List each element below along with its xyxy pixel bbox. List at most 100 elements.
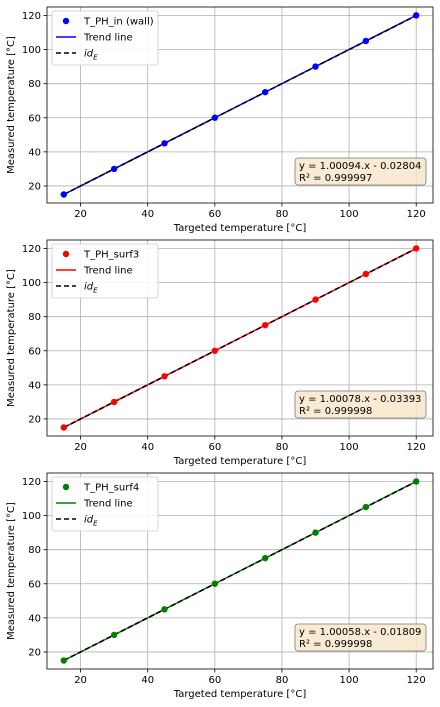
legend-box bbox=[51, 10, 159, 66]
data-point bbox=[161, 606, 168, 613]
y-tick-label: 40 bbox=[28, 147, 41, 158]
identity-line bbox=[63, 14, 417, 196]
y-tick-label: 100 bbox=[22, 511, 41, 522]
plot-frame bbox=[46, 6, 434, 204]
chart-panel-1: 20 40 60 80 100 120 20 40 60 80 100 120 Targeted tem… bbox=[6, 6, 434, 234]
legend-marker-points bbox=[62, 250, 70, 258]
data-point bbox=[413, 245, 420, 252]
y-tick-label: 80 bbox=[28, 312, 41, 323]
x-tick-label: 100 bbox=[340, 442, 359, 453]
y-tick-label: 20 bbox=[28, 414, 41, 425]
chart-panel-3: 20 40 60 80 100 120 20 40 60 80 100 120 Targeted tem… bbox=[6, 472, 434, 700]
data-point bbox=[362, 270, 370, 278]
x-tick-label: 60 bbox=[208, 442, 221, 453]
x-tick-label: 20 bbox=[74, 209, 87, 220]
legend-label-trend: Trend line bbox=[83, 499, 133, 510]
legend-marker-points bbox=[62, 483, 70, 491]
equation-box-bg bbox=[294, 157, 427, 186]
legend-label-trend: Trend line bbox=[83, 33, 133, 44]
data-point bbox=[161, 373, 168, 380]
identity-line bbox=[63, 247, 417, 429]
data-point bbox=[261, 88, 269, 96]
y-tick-label: 20 bbox=[28, 647, 41, 658]
data-point bbox=[110, 398, 118, 406]
x-tick-label: 20 bbox=[74, 442, 87, 453]
legend: T_PH_surf3 Trend line idE bbox=[51, 243, 159, 299]
legend-label-identity: idE bbox=[84, 282, 98, 295]
x-tick-label: 100 bbox=[340, 209, 359, 220]
r-squared-text: R² = 0.999997 bbox=[299, 173, 372, 184]
legend-label-identity-sub: E bbox=[93, 54, 98, 62]
legend-label-identity-main: id bbox=[84, 282, 94, 293]
data-point bbox=[211, 347, 219, 354]
x-tick-label: 20 bbox=[74, 675, 87, 686]
chart-panel-2: 20 40 60 80 100 120 20 40 60 80 100 120 Targeted tem… bbox=[6, 239, 434, 467]
data-point bbox=[261, 554, 269, 562]
x-axis-label: Targeted temperature [°C] bbox=[173, 456, 307, 467]
y-tick-label: 40 bbox=[28, 380, 41, 391]
y-axis-label: Measured temperature [°C] bbox=[6, 502, 17, 640]
data-point bbox=[261, 321, 269, 329]
legend: T_PH_in (wall) Trend line idE bbox=[51, 10, 159, 66]
data-point bbox=[362, 503, 370, 511]
x-tick-label: 120 bbox=[407, 209, 426, 220]
legend-label-identity-sub: E bbox=[93, 287, 98, 295]
legend-label-identity: idE bbox=[84, 515, 98, 528]
x-tick-label: 40 bbox=[141, 209, 154, 220]
y-tick-label: 80 bbox=[28, 545, 41, 556]
x-tick-label: 60 bbox=[208, 675, 221, 686]
data-point bbox=[60, 657, 67, 664]
legend-label-points: T_PH_in (wall) bbox=[83, 17, 154, 28]
data-point bbox=[312, 529, 319, 536]
data-point bbox=[60, 191, 67, 198]
plot-frame bbox=[46, 472, 434, 670]
legend-label-points: T_PH_surf4 bbox=[83, 483, 139, 494]
equation-box-bg bbox=[294, 390, 427, 419]
equation-box-bg bbox=[294, 623, 427, 652]
legend-label-trend: Trend line bbox=[83, 266, 133, 277]
data-point bbox=[312, 63, 319, 70]
y-tick-label: 120 bbox=[22, 244, 41, 255]
data-point bbox=[362, 37, 370, 45]
plot-frame bbox=[46, 239, 434, 437]
y-axis-label: Measured temperature [°C] bbox=[6, 36, 17, 174]
y-tick-label: 60 bbox=[28, 113, 41, 124]
legend-label-identity-main: id bbox=[84, 49, 94, 60]
legend-label-identity-main: id bbox=[84, 515, 94, 526]
y-tick-label: 100 bbox=[22, 278, 41, 289]
x-tick-label: 40 bbox=[141, 442, 154, 453]
r-squared-text: R² = 0.999998 bbox=[299, 406, 372, 417]
x-tick-label: 100 bbox=[340, 675, 359, 686]
y-tick-label: 20 bbox=[28, 181, 41, 192]
legend-box bbox=[51, 243, 159, 299]
x-axis-label: Targeted temperature [°C] bbox=[173, 223, 307, 234]
equation-text: y = 1.00058.x - 0.01809 bbox=[299, 627, 421, 638]
legend-label-identity: idE bbox=[84, 49, 98, 62]
legend: T_PH_surf4 Trend line idE bbox=[51, 476, 159, 532]
identity-line bbox=[63, 480, 417, 662]
equation-text: y = 1.00094.x - 0.02804 bbox=[299, 161, 421, 172]
data-point bbox=[110, 165, 118, 173]
equation-text: y = 1.00078.x - 0.03393 bbox=[299, 394, 421, 405]
y-tick-label: 120 bbox=[22, 11, 41, 22]
y-tick-label: 80 bbox=[28, 79, 41, 90]
data-point bbox=[312, 296, 319, 303]
y-tick-label: 60 bbox=[28, 346, 41, 357]
data-point bbox=[413, 478, 420, 485]
x-tick-label: 80 bbox=[276, 675, 289, 686]
data-point bbox=[413, 12, 420, 19]
data-point bbox=[211, 114, 219, 121]
legend-label-identity-sub: E bbox=[93, 520, 98, 528]
x-tick-label: 60 bbox=[208, 209, 221, 220]
data-point bbox=[110, 631, 118, 639]
x-tick-label: 80 bbox=[276, 442, 289, 453]
y-tick-label: 120 bbox=[22, 477, 41, 488]
x-axis-label: Targeted temperature [°C] bbox=[173, 689, 307, 700]
data-point bbox=[60, 424, 67, 431]
legend-marker-points bbox=[62, 17, 70, 25]
x-tick-label: 120 bbox=[407, 442, 426, 453]
y-axis-label: Measured temperature [°C] bbox=[6, 269, 17, 407]
